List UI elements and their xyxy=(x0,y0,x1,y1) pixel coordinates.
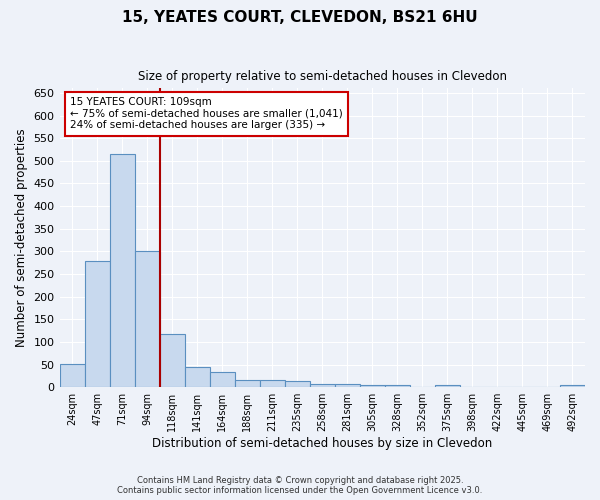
Bar xyxy=(209,372,235,387)
Bar xyxy=(235,380,260,387)
Text: 15 YEATES COURT: 109sqm
← 75% of semi-detached houses are smaller (1,041)
24% of: 15 YEATES COURT: 109sqm ← 75% of semi-de… xyxy=(70,98,343,130)
Text: Contains HM Land Registry data © Crown copyright and database right 2025.
Contai: Contains HM Land Registry data © Crown c… xyxy=(118,476,482,495)
Bar xyxy=(435,385,460,387)
Bar xyxy=(85,262,110,387)
Title: Size of property relative to semi-detached houses in Clevedon: Size of property relative to semi-detach… xyxy=(138,70,507,83)
Bar xyxy=(310,384,335,387)
Bar xyxy=(385,386,410,387)
Bar xyxy=(335,384,360,387)
X-axis label: Distribution of semi-detached houses by size in Clevedon: Distribution of semi-detached houses by … xyxy=(152,437,493,450)
Bar xyxy=(160,334,185,387)
Bar xyxy=(110,154,134,387)
Text: 15, YEATES COURT, CLEVEDON, BS21 6HU: 15, YEATES COURT, CLEVEDON, BS21 6HU xyxy=(122,10,478,25)
Bar xyxy=(285,382,310,387)
Bar xyxy=(260,380,285,387)
Bar xyxy=(185,367,209,387)
Bar xyxy=(134,251,160,387)
Bar xyxy=(560,385,585,387)
Bar xyxy=(360,385,385,387)
Bar xyxy=(59,364,85,387)
Y-axis label: Number of semi-detached properties: Number of semi-detached properties xyxy=(15,128,28,347)
